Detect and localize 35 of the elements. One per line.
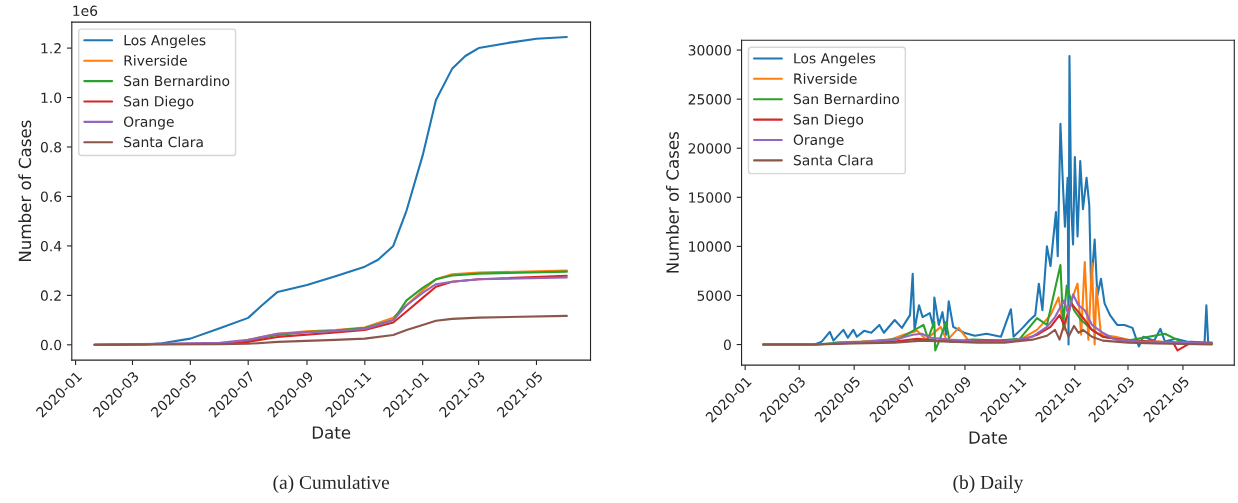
legend-label: Los Angeles — [794, 52, 876, 67]
text: 1e6 — [73, 5, 98, 17]
x-axis-title: Date — [312, 426, 351, 439]
legend-label: Orange — [123, 116, 174, 130]
legend-label: San Diego — [793, 113, 864, 128]
y-tick-label: 0.6 — [40, 191, 62, 202]
y-tick-label: 10000 — [689, 241, 731, 252]
y-axis-title: Number of Cases — [665, 131, 679, 273]
text: (b) Daily — [953, 475, 1024, 493]
y-tick-label: 30000 — [688, 45, 731, 56]
legend-label: Santa Clara — [124, 136, 203, 148]
y-tick-label: 0.2 — [40, 290, 61, 301]
y-tick-label: 0.0 — [40, 339, 62, 351]
y-tick-label: 0.8 — [40, 141, 62, 153]
legend-label: Orange — [793, 134, 844, 148]
legend-label: San Diego — [124, 95, 194, 110]
line-series — [93, 314, 568, 346]
y-tick-label: 25000 — [688, 94, 731, 105]
legend-label: San Bernardino — [124, 75, 230, 87]
y-tick-label: 1.0 — [41, 92, 62, 104]
legend-label: Riverside — [124, 55, 187, 66]
x-axis-title: Date — [969, 431, 1007, 444]
text: (a) Cumulative — [273, 475, 390, 493]
y-tick-label: 1.2 — [41, 43, 61, 54]
legend-label: Santa Clara — [793, 154, 873, 166]
y-tick-label: 0 — [723, 339, 731, 351]
legend-label: Riverside — [794, 73, 857, 84]
y-tick-label: 0.4 — [40, 240, 62, 252]
y-axis-title: Number of Cases — [18, 120, 32, 262]
y-tick-label: 5000 — [697, 290, 731, 301]
y-tick-label: 20000 — [688, 143, 731, 154]
y-tick-label: 15000 — [689, 192, 731, 203]
line-series — [762, 323, 1213, 346]
legend-label: Los Angeles — [124, 34, 206, 49]
legend-label: San Bernardino — [793, 93, 900, 105]
